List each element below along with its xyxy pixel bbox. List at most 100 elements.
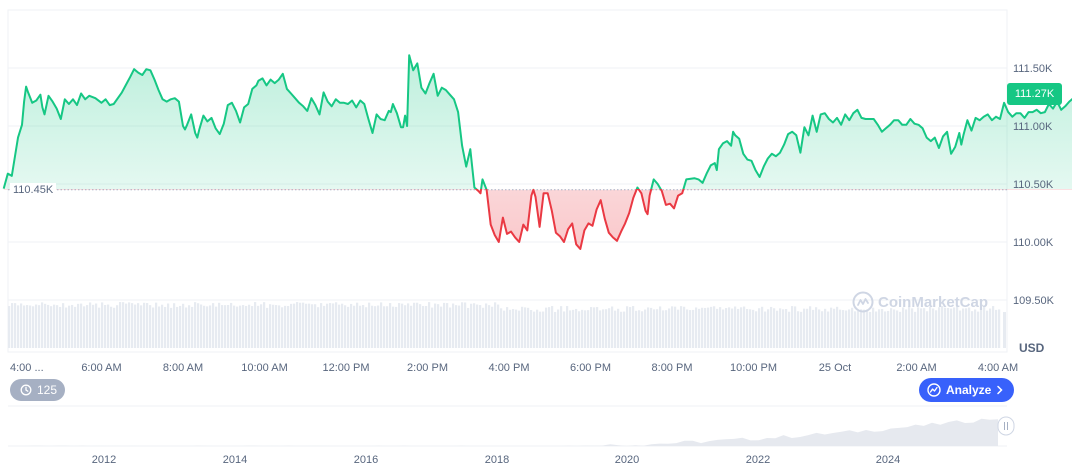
volume-bar [698,308,701,348]
y-tick-label: 111.50K [1013,63,1053,75]
volume-bar [317,307,320,348]
volume-bar [548,307,551,348]
volume-bar [242,305,245,348]
history-icon [20,384,32,396]
volume-bar [731,308,734,348]
volume-bar [35,304,38,348]
volume-bar [29,305,32,348]
volume-bar [419,304,422,348]
volume-bar [734,306,737,348]
y-tick-label: 110.00K [1013,237,1054,249]
volume-bar [458,305,461,348]
volume-bar [437,304,440,348]
y-tick-label: 110.50K [1013,179,1054,191]
volume-bar [158,306,161,348]
volume-bar [488,305,491,348]
volume-bar [656,309,659,348]
volume-bar [269,304,272,348]
volume-bar [206,306,209,348]
drag-handle-icon[interactable] [997,416,1015,436]
volume-bar [197,303,200,348]
volume-bar [383,306,386,348]
volume-bar [380,302,383,348]
volume-bar [344,305,347,348]
volume-bar [980,307,983,348]
volume-bar [965,308,968,348]
volume-bar [299,302,302,348]
price-line [2,54,1072,250]
volume-bar [137,303,140,348]
x-tick-label: 10:00 AM [241,362,287,374]
overview-navigator[interactable]: 2012 2014 2016 2018 2020 2022 2024 [8,405,1015,466]
volume-bar [671,306,674,348]
volume-bar [551,306,554,348]
volume-bar [782,309,785,348]
volume-bar [284,305,287,348]
volume-bar [278,305,281,348]
volume-bar [692,309,695,348]
analyze-button[interactable]: Analyze [919,378,1015,402]
volume-bar [983,306,986,348]
volume-bars [8,302,1006,348]
volume-bar [998,309,1001,348]
volume-bar [728,307,731,348]
volume-bar [854,311,857,348]
volume-bar [851,307,854,348]
volume-bar [26,305,29,348]
overview-x-label: 2022 [746,454,770,466]
volume-bar [905,309,908,348]
volume-bar [314,304,317,348]
history-badge[interactable]: 125 [10,379,66,401]
volume-bar [308,303,311,348]
volume-bar [338,304,341,348]
volume-bar [863,309,866,348]
volume-bar [104,305,107,348]
volume-bar [563,311,566,348]
volume-bar [323,305,326,348]
volume-bar [155,302,158,348]
volume-bar [116,305,119,348]
volume-bar [14,303,17,348]
volume-bar [986,310,989,348]
current-price-label: 111.27K [1007,83,1062,105]
volume-bar [248,304,251,348]
volume-bar [884,311,887,348]
volume-bar [110,306,113,348]
volume-bar [785,309,788,348]
volume-bar [554,311,557,348]
volume-bar [1003,312,1006,348]
coinmarketcap-logo-icon [852,291,874,313]
volume-bar [461,302,464,348]
volume-bar [266,307,269,348]
volume-bar [173,303,176,348]
volume-bar [11,303,14,348]
volume-bar [848,309,851,348]
volume-bar [938,307,941,348]
volume-bar [842,310,845,348]
x-tick-label: 6:00 AM [81,362,121,374]
volume-bar [887,310,890,348]
volume-bar [611,306,614,348]
volume-bar [593,307,596,348]
volume-bar [101,302,104,348]
volume-bar [524,307,527,348]
volume-bar [578,311,581,348]
volume-bar [533,311,536,348]
volume-bar [953,307,956,348]
volume-bar [47,304,50,348]
volume-bar [779,308,782,348]
volume-bar [347,306,350,348]
volume-bar [635,310,638,348]
volume-bar [293,303,296,348]
volume-bar [818,309,821,348]
volume-bar [809,306,812,348]
volume-bar [362,305,365,348]
volume-bar [866,309,869,348]
volume-bar [947,308,950,348]
volume-bar [746,309,749,348]
volume-bar [209,305,212,348]
volume-bar [77,303,80,348]
volume-bar [770,306,773,348]
volume-bar [476,304,479,348]
